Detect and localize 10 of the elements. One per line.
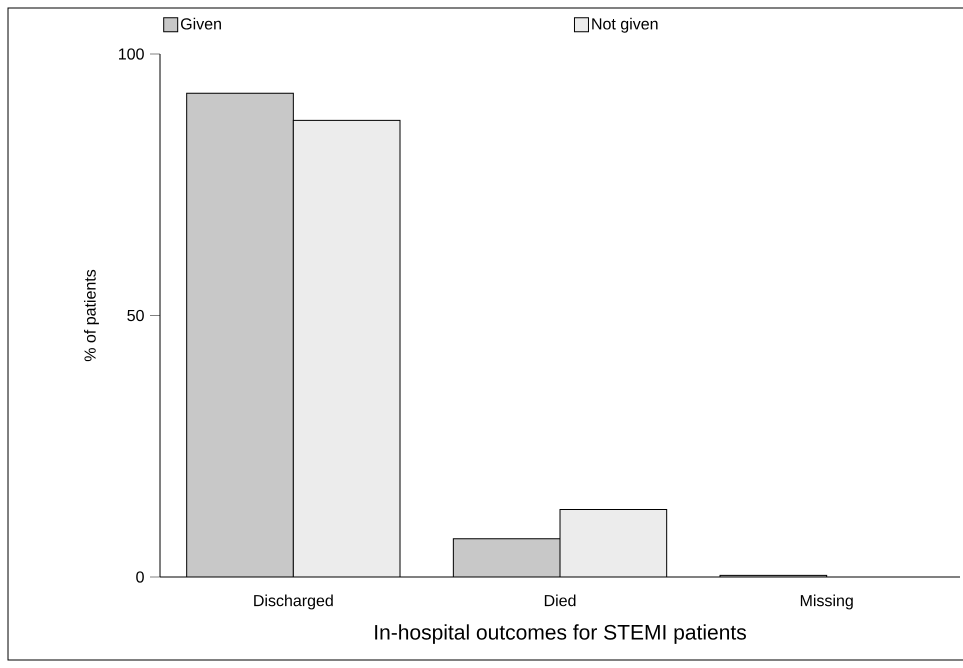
x-tick-label: Discharged (254, 594, 333, 610)
y-tick-label: 50 (127, 310, 144, 322)
y-axis-title: % of patients (84, 270, 99, 362)
x-axis-title: In-hospital outcomes for STEMI patients (375, 624, 746, 644)
x-tick-label: Missing (800, 594, 853, 610)
legend-label: Given (181, 18, 221, 30)
y-tick-label: 100 (119, 48, 144, 60)
x-tick-label: Died (544, 594, 576, 606)
y-tick-label: 0 (136, 571, 144, 583)
legend-label: Not given (592, 18, 658, 33)
